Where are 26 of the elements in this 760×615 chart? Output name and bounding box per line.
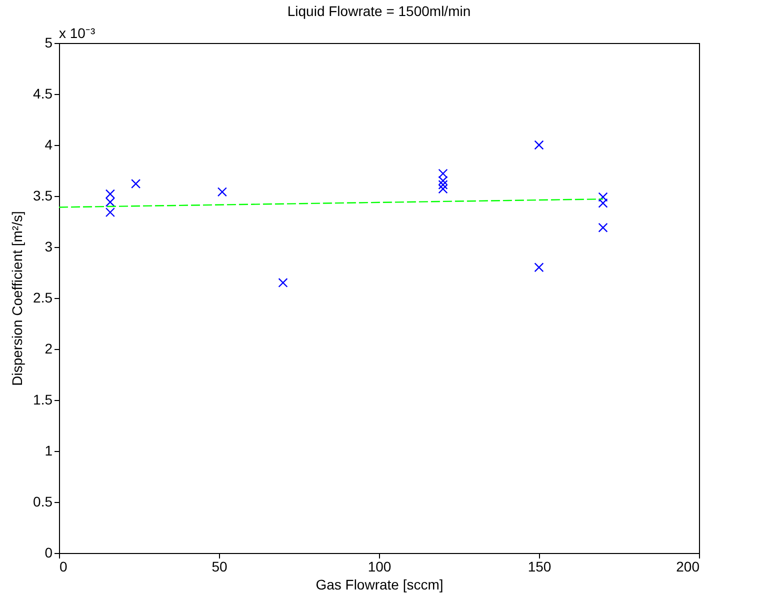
x-tick-label: 50	[212, 558, 228, 574]
y-tick-label: 1.5	[33, 392, 53, 408]
y-tick-label: 0.5	[33, 494, 53, 510]
point	[217, 187, 227, 197]
text: x 10⁻³	[59, 25, 96, 41]
y-tick-label: 0	[44, 544, 53, 560]
x-tick-label: 100	[368, 558, 392, 574]
y-tick-label: 4	[44, 136, 53, 152]
y-axis-title: Dispersion Coefficient [m²/s]	[9, 211, 26, 386]
y-tick-label: 3	[44, 238, 53, 254]
point	[534, 262, 544, 272]
point	[598, 222, 608, 232]
chart-title: Liquid Flowrate = 1500ml/min	[287, 3, 471, 19]
y-tick-label: 2	[44, 340, 53, 356]
x-tick-label: 200	[676, 558, 700, 574]
y-tick-label: 2.5	[33, 290, 53, 306]
y-tick-label: 4.5	[33, 86, 53, 102]
x-tick-label: 150	[528, 558, 552, 574]
point	[278, 278, 288, 288]
y-tick-label: 5	[44, 34, 53, 50]
point	[534, 140, 544, 150]
x-axis-title: Gas Flowrate [sccm]	[316, 576, 444, 592]
x-tick-label: 0	[60, 558, 68, 574]
point	[131, 178, 141, 189]
y-tick-label: 1	[44, 442, 53, 458]
y-tick-label: 3.5	[33, 188, 53, 204]
